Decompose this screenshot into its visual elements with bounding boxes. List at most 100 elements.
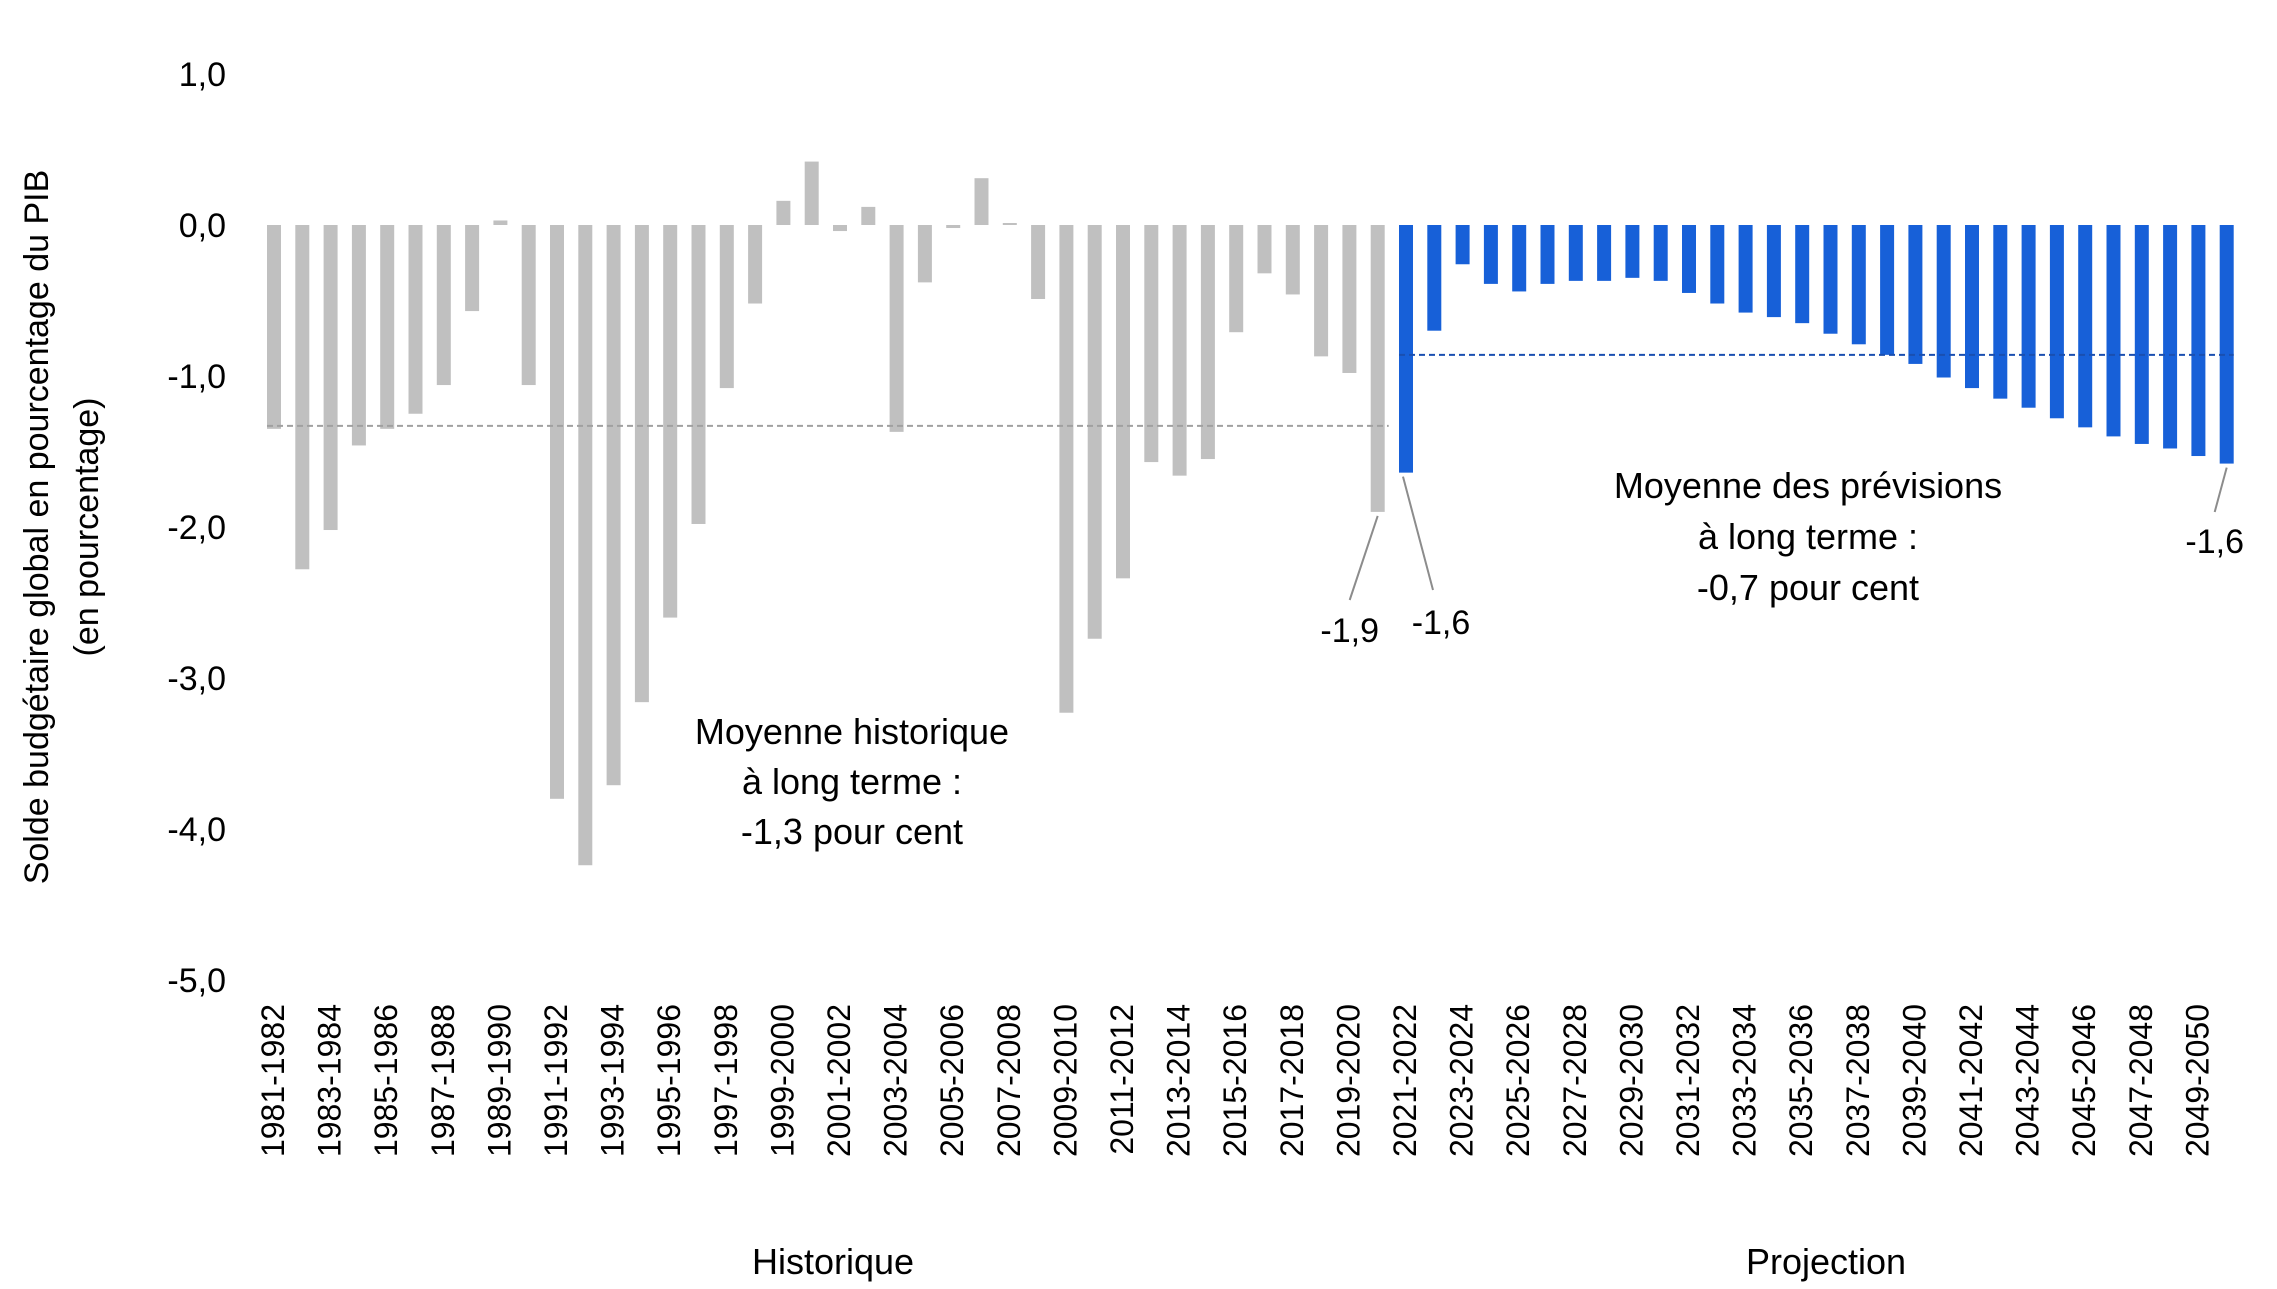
bar-projection: [1427, 225, 1442, 331]
x-tick-label: 2037-2038: [1840, 1004, 1876, 1157]
bar-projection: [2163, 225, 2178, 449]
bar-historical: [1059, 225, 1074, 713]
x-tick-label: 2029-2030: [1613, 1004, 1649, 1157]
bar-projection: [2021, 225, 2036, 408]
bar-projection: [1823, 225, 1838, 334]
bar-projection: [1795, 225, 1810, 324]
x-tick-label: 2011-2012: [1104, 1004, 1140, 1155]
y-tick-label: -4,0: [167, 811, 226, 849]
leader-line: [1348, 515, 1379, 601]
y-tick-label: -3,0: [167, 660, 226, 698]
projection-average-annotation: Moyenne des prévisions: [1614, 465, 2002, 506]
y-axis-title: Solde budgétaire global en pourcentage d…: [18, 170, 106, 885]
bar-historical: [1229, 225, 1244, 333]
bar-historical: [833, 225, 847, 232]
bar-projection: [1512, 225, 1527, 292]
bar-historical: [1370, 225, 1385, 512]
bar-projection: [1625, 225, 1640, 278]
y-axis-title-line: (en pourcentage): [68, 398, 106, 657]
bar-projection: [1597, 225, 1612, 281]
bar-projection: [1568, 225, 1583, 281]
bar-projection: [1965, 225, 1979, 389]
data-label: -1,6: [2185, 523, 2244, 561]
bar-historical: [663, 225, 678, 618]
bar-historical: [804, 161, 819, 225]
bar-historical: [295, 225, 310, 570]
average-lines: [267, 353, 2234, 427]
bar-historical: [1257, 225, 1272, 274]
x-tick-label: 2015-2016: [1217, 1004, 1253, 1157]
historical-average-annotation: à long terme :: [742, 761, 962, 802]
bar-projection: [1936, 225, 1951, 378]
x-tick-label: 2049-2050: [2179, 1004, 2215, 1157]
bar-projection: [1710, 225, 1725, 304]
y-tick-label: -5,0: [167, 962, 226, 1000]
bar-historical: [351, 225, 366, 446]
bar-historical: [550, 225, 564, 799]
y-tick-label: -1,0: [167, 358, 226, 396]
bar-historical: [1144, 225, 1159, 463]
bar-projection: [1399, 225, 1413, 473]
bar-historical: [1002, 223, 1017, 225]
bar-historical: [748, 225, 763, 304]
x-tick-label: 1983-1984: [312, 1004, 348, 1157]
y-tick-label: 0,0: [179, 207, 226, 245]
x-tick-label: 2021-2022: [1387, 1004, 1423, 1157]
bar-historical: [719, 225, 734, 389]
x-tick-label: 1981-1982: [255, 1004, 291, 1157]
y-axis-title-line: Solde budgétaire global en pourcentage d…: [18, 170, 56, 885]
section-label-historical: Historique: [752, 1241, 914, 1282]
bar-historical: [606, 225, 621, 786]
bar-projection: [1993, 225, 2008, 399]
x-tick-label: 2043-2044: [2010, 1004, 2046, 1157]
bar-historical: [436, 225, 451, 386]
y-tick-label: 1,0: [179, 56, 226, 94]
bar-projection: [1851, 225, 1866, 345]
x-tick-label: 1991-1992: [538, 1004, 574, 1157]
bar-historical: [267, 225, 281, 429]
x-tick-label: 2041-2042: [1953, 1004, 1989, 1157]
x-axis-ticks: 1981-1982 1983-1984 1985-1986 1987-1988 1989…: [255, 1004, 2215, 1157]
x-tick-label: 2025-2026: [1500, 1004, 1536, 1157]
bar-projection: [1738, 225, 1753, 313]
bar-historical: [1087, 225, 1102, 639]
x-tick-label: 2047-2048: [2123, 1004, 2159, 1157]
bar-historical: [946, 225, 961, 229]
bar-historical: [465, 225, 480, 312]
x-tick-label: 2001-2002: [821, 1004, 857, 1157]
data-labels: -1,9 -1,6 -1,6: [1320, 523, 2244, 650]
x-tick-label: 2019-2020: [1330, 1004, 1366, 1157]
bar-projection: [2191, 225, 2206, 457]
bar-historical: [1285, 225, 1300, 295]
label-leader-lines: [1348, 467, 2228, 601]
bar-historical: [1200, 225, 1215, 460]
bar-historical: [1116, 225, 1130, 579]
bar-historical: [861, 206, 876, 225]
x-tick-label: 2035-2036: [1783, 1004, 1819, 1157]
bar-historical: [1172, 225, 1187, 476]
bar-historical: [917, 225, 932, 283]
x-tick-label: 2003-2004: [878, 1004, 914, 1157]
bar-historical: [1031, 225, 1046, 299]
y-tick-label: -2,0: [167, 509, 226, 547]
x-tick-label: 2013-2014: [1161, 1004, 1197, 1157]
data-label: -1,9: [1320, 612, 1379, 650]
x-tick-label: 2023-2024: [1444, 1004, 1480, 1157]
bar-projection: [2106, 225, 2121, 437]
bar-projection: [1908, 225, 1923, 364]
bar-projection: [1653, 225, 1668, 281]
bar-projection: [2134, 225, 2149, 444]
bar-historical: [408, 225, 423, 414]
x-tick-label: 2009-2010: [1047, 1004, 1083, 1157]
bars: [267, 161, 2234, 866]
bar-projection: [2078, 225, 2093, 428]
bar-historical: [578, 225, 593, 866]
bar-projection: [1880, 225, 1895, 355]
bar-historical: [634, 225, 649, 703]
data-label: -1,6: [1412, 604, 1471, 642]
x-tick-label: 2027-2028: [1557, 1004, 1593, 1157]
x-tick-label: 2017-2018: [1274, 1004, 1310, 1157]
bar-projection: [1540, 225, 1555, 284]
bar-historical: [521, 225, 536, 386]
